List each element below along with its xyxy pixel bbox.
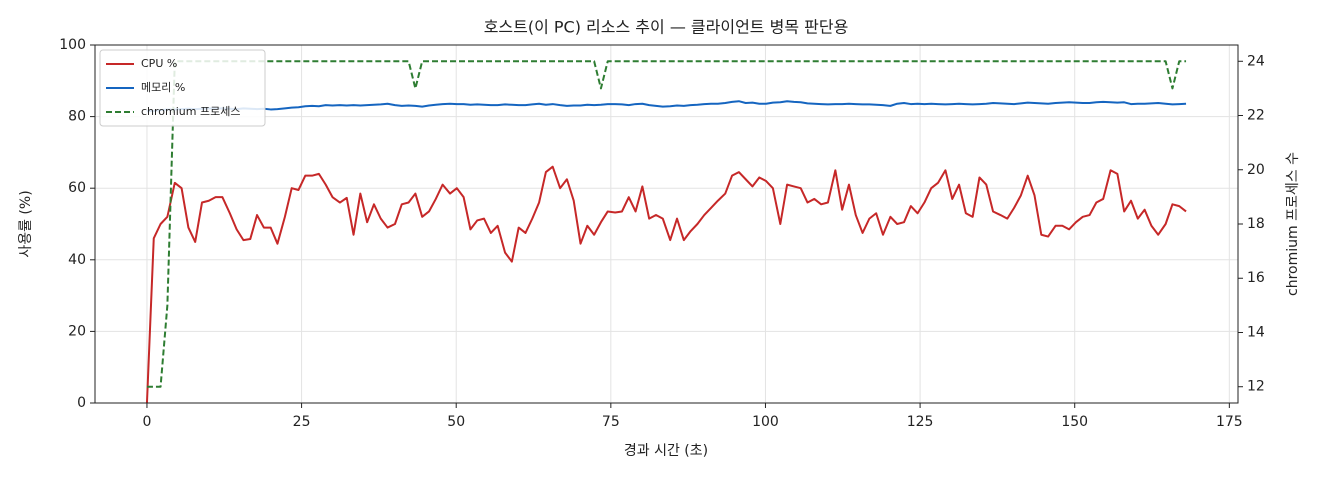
y2-tick-label: 18 — [1247, 216, 1265, 232]
legend-label: 메모리 % — [141, 81, 185, 94]
y-tick-label: 100 — [59, 37, 86, 53]
x-tick-label: 175 — [1216, 414, 1243, 430]
y2-tick-label: 14 — [1247, 324, 1265, 340]
x-tick-label: 50 — [447, 414, 465, 430]
y-tick-label: 40 — [68, 252, 86, 268]
y-tick-label: 0 — [77, 395, 86, 411]
x-tick-label: 100 — [752, 414, 779, 430]
series-line — [146, 60, 1187, 388]
x-tick-label: 75 — [602, 414, 620, 430]
y-axis-title: 사용률 (%) — [18, 190, 34, 257]
y2-tick-label: 22 — [1247, 108, 1265, 124]
chart-title: 호스트(이 PC) 리소스 추이 — 클라이언트 병목 판단용 — [484, 18, 849, 37]
y-tick-label: 20 — [68, 323, 86, 339]
y2-tick-label: 12 — [1247, 379, 1265, 395]
x-axis-title: 경과 시간 (초) — [624, 443, 708, 459]
x-tick-label: 125 — [907, 414, 934, 430]
legend-label: CPU % — [141, 57, 177, 70]
legend-box — [99, 49, 266, 127]
x-tick-label: 0 — [142, 414, 151, 430]
legend-label: chromium 프로세스 — [141, 105, 240, 118]
y2-tick-label: 24 — [1247, 53, 1265, 69]
x-tick-label: 150 — [1061, 414, 1088, 430]
series-line — [145, 165, 1187, 403]
plot-frame — [94, 44, 1239, 404]
y2-axis-title: chromium 프로세스 수 — [1285, 152, 1301, 296]
y2-tick-label: 20 — [1247, 162, 1265, 178]
y-tick-label: 60 — [68, 180, 86, 196]
y-tick-label: 80 — [68, 109, 86, 125]
y2-tick-label: 16 — [1247, 270, 1265, 286]
series-line — [146, 100, 1187, 113]
legend: CPU % 메모리 % chromium 프로세스 — [99, 49, 266, 127]
x-tick-label: 25 — [293, 414, 311, 430]
